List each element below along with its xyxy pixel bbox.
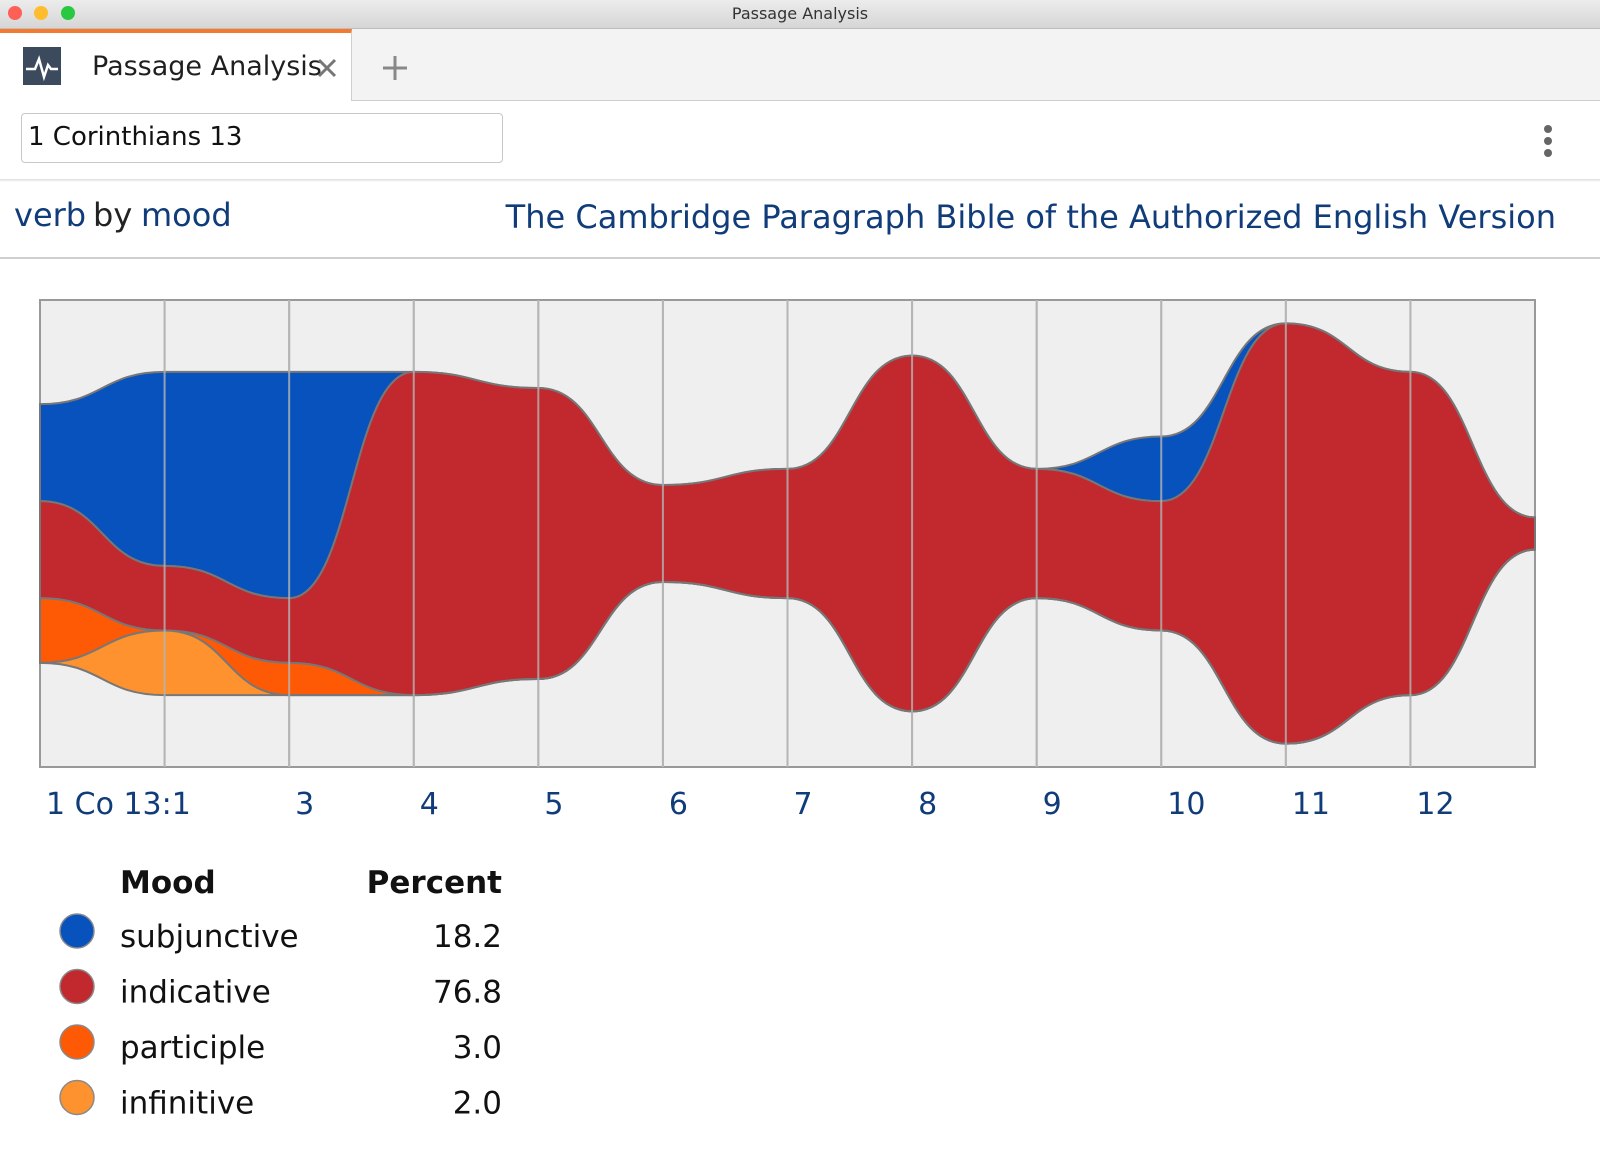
window-title: Passage Analysis <box>731 4 869 23</box>
legend-swatch <box>59 968 95 1005</box>
x-tick-label: 4 <box>420 787 439 822</box>
legend-swatch <box>59 913 95 949</box>
close-button[interactable] <box>8 6 22 20</box>
tab-label: Passage Analysis <box>92 51 322 82</box>
new-tab[interactable] <box>380 53 410 83</box>
x-tick-label: 3 <box>295 787 314 822</box>
divider <box>0 257 1600 259</box>
legend-header: Mood <box>120 865 216 901</box>
x-tick-label: 11 <box>1292 787 1330 822</box>
legend-percent: 76.8 <box>433 975 502 1011</box>
by-word: by <box>93 196 133 234</box>
divider <box>0 179 1600 182</box>
legend-label: subjunctive <box>120 919 299 955</box>
legend-label: indicative <box>120 975 271 1011</box>
stream-band <box>39 548 1536 745</box>
x-tick-label: 10 <box>1167 787 1205 822</box>
more-menu[interactable] <box>1540 124 1556 160</box>
legend-header: Percent <box>367 865 503 901</box>
legend-label: infinitive <box>120 1086 254 1122</box>
column-field[interactable]: mood <box>141 196 232 234</box>
legend-percent: 3.0 <box>453 1030 502 1066</box>
x-tick-label: 12 <box>1416 787 1454 822</box>
legend-swatch <box>59 1079 95 1116</box>
zoom-button[interactable] <box>61 6 75 20</box>
legend-percent: 2.0 <box>453 1086 502 1122</box>
legend-swatch <box>59 1024 95 1060</box>
tab-bar: Passage Analysis <box>0 29 1600 101</box>
x-tick-label: 8 <box>918 787 937 822</box>
legend-label: participle <box>120 1030 265 1066</box>
x-tick-label: 1 Co 13:1 <box>46 787 191 822</box>
title-bar: Passage Analysis <box>0 0 1600 29</box>
chart: 1 Co 13:1 3 4 5 6 7 8 9 10 11 12 Mood Percent subjunc… <box>39 299 1536 1122</box>
reference-box[interactable]: 1 Corinthians 13 <box>21 113 503 163</box>
x-tick-label: 5 <box>544 787 563 822</box>
minimize-button[interactable] <box>34 6 48 20</box>
x-tick-label: 7 <box>794 787 813 822</box>
resource-title[interactable]: The Cambridge Paragraph Bible of the Aut… <box>505 198 1556 236</box>
tab-close[interactable] <box>316 57 338 79</box>
x-tick-label: 9 <box>1043 787 1062 822</box>
row-field[interactable]: verb <box>14 196 87 234</box>
tab-icon <box>23 47 61 85</box>
legend-percent: 18.2 <box>433 919 502 955</box>
tab[interactable]: Passage Analysis <box>0 29 352 101</box>
x-tick-label: 6 <box>669 787 688 822</box>
